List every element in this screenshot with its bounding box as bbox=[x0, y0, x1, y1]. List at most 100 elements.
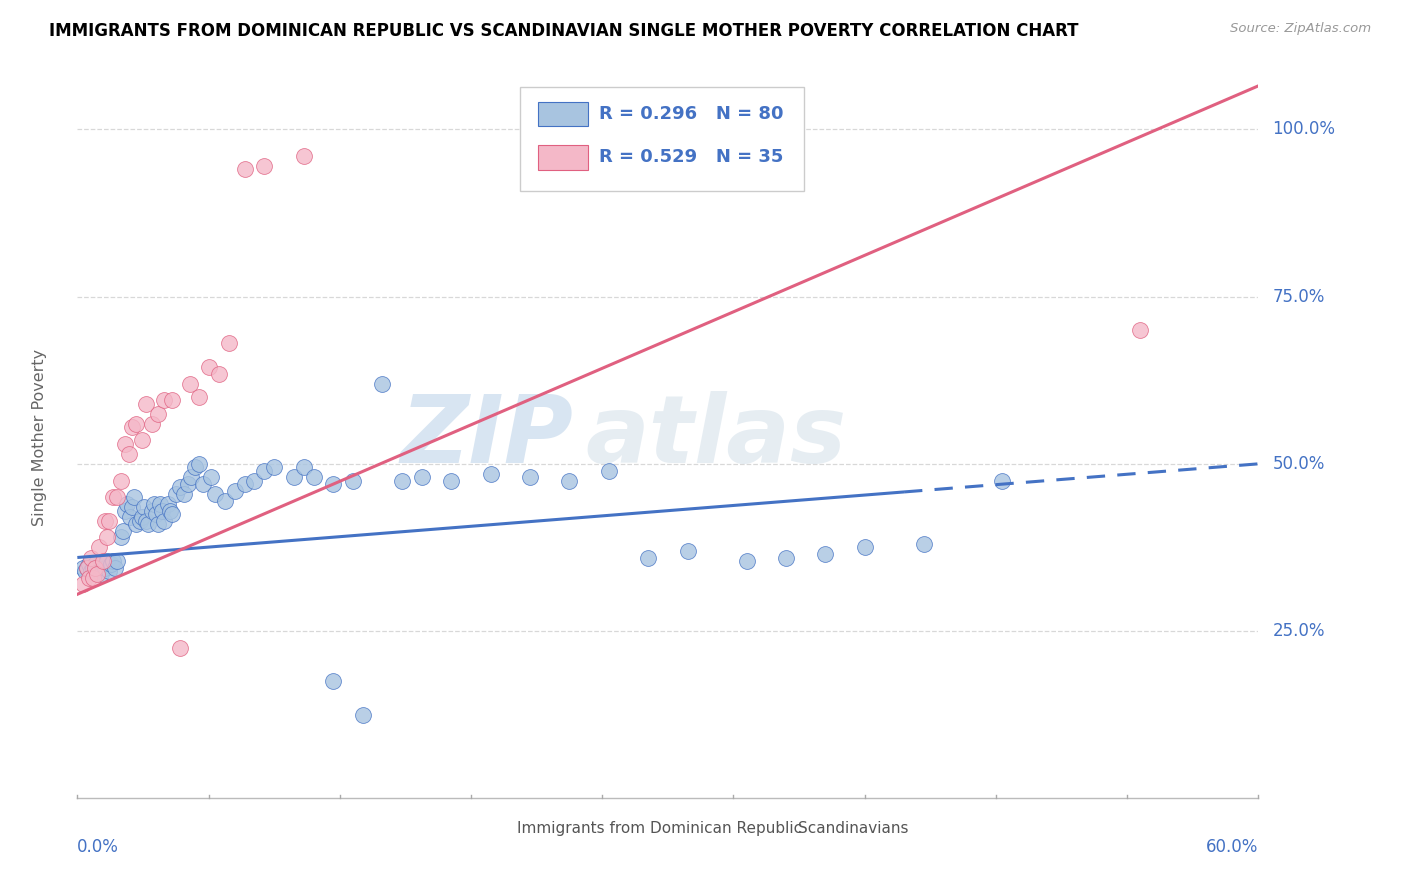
Point bbox=[76, 560, 98, 574]
Point bbox=[105, 491, 128, 505]
Text: 50.0%: 50.0% bbox=[1272, 455, 1324, 473]
Point bbox=[143, 497, 166, 511]
Point bbox=[77, 571, 100, 585]
Point bbox=[188, 390, 211, 404]
Point bbox=[153, 393, 176, 408]
Point bbox=[87, 560, 110, 574]
Point bbox=[104, 560, 127, 574]
Point bbox=[91, 554, 114, 568]
Point bbox=[94, 514, 117, 528]
Point bbox=[150, 503, 173, 517]
Text: R = 0.529   N = 35: R = 0.529 N = 35 bbox=[599, 148, 783, 167]
Point bbox=[149, 497, 172, 511]
Point bbox=[72, 560, 94, 574]
Point bbox=[72, 577, 94, 591]
Point bbox=[110, 530, 132, 544]
Point bbox=[91, 557, 114, 572]
Point bbox=[214, 493, 236, 508]
Point bbox=[224, 483, 246, 498]
Text: 75.0%: 75.0% bbox=[1272, 287, 1324, 306]
Point bbox=[165, 487, 187, 501]
Point bbox=[141, 417, 163, 431]
Text: R = 0.296   N = 80: R = 0.296 N = 80 bbox=[599, 105, 785, 123]
Point bbox=[110, 474, 132, 488]
Point bbox=[159, 503, 181, 517]
Point bbox=[169, 640, 191, 655]
Point bbox=[292, 149, 315, 163]
Point bbox=[253, 464, 276, 478]
Point bbox=[233, 162, 256, 177]
Text: Single Mother Poverty: Single Mother Poverty bbox=[32, 349, 46, 525]
Point bbox=[176, 476, 198, 491]
Point bbox=[391, 474, 413, 488]
Point bbox=[101, 491, 124, 505]
Point bbox=[131, 434, 153, 448]
FancyBboxPatch shape bbox=[520, 87, 804, 192]
Point bbox=[84, 560, 107, 574]
Point bbox=[134, 500, 156, 515]
Point bbox=[96, 554, 118, 568]
Point bbox=[146, 517, 169, 532]
Point bbox=[125, 417, 148, 431]
Text: ZIP: ZIP bbox=[401, 391, 574, 483]
Point bbox=[101, 554, 124, 568]
Point bbox=[75, 564, 97, 578]
Text: atlas: atlas bbox=[585, 391, 846, 483]
Point bbox=[146, 407, 169, 421]
Point bbox=[179, 376, 201, 391]
Point bbox=[558, 474, 581, 488]
Point bbox=[76, 560, 98, 574]
Point bbox=[105, 554, 128, 568]
Point bbox=[94, 560, 117, 574]
Text: 25.0%: 25.0% bbox=[1272, 622, 1324, 640]
Point bbox=[233, 476, 256, 491]
Point bbox=[160, 393, 183, 408]
Point bbox=[440, 474, 463, 488]
Point bbox=[814, 547, 837, 561]
Text: Source: ZipAtlas.com: Source: ZipAtlas.com bbox=[1230, 22, 1371, 36]
Point bbox=[100, 557, 122, 572]
FancyBboxPatch shape bbox=[477, 816, 510, 841]
Point bbox=[991, 474, 1014, 488]
Point bbox=[156, 497, 179, 511]
Point bbox=[115, 497, 138, 511]
Point bbox=[218, 336, 240, 351]
Text: 100.0%: 100.0% bbox=[1272, 120, 1336, 138]
Point bbox=[160, 507, 183, 521]
Point bbox=[322, 476, 344, 491]
Point bbox=[135, 514, 157, 528]
Point bbox=[96, 530, 118, 544]
Point bbox=[243, 474, 266, 488]
Point bbox=[180, 470, 202, 484]
Point bbox=[97, 514, 120, 528]
Point bbox=[169, 480, 191, 494]
Point bbox=[141, 503, 163, 517]
Point bbox=[912, 537, 935, 551]
Point bbox=[676, 543, 699, 558]
Point bbox=[135, 396, 157, 410]
Point bbox=[124, 491, 146, 505]
Point bbox=[193, 476, 215, 491]
Point bbox=[129, 514, 152, 528]
FancyBboxPatch shape bbox=[538, 102, 588, 127]
Point bbox=[82, 571, 104, 585]
Point bbox=[97, 564, 120, 578]
Point bbox=[86, 567, 108, 582]
Text: 60.0%: 60.0% bbox=[1206, 838, 1258, 856]
Point bbox=[77, 557, 100, 572]
Text: Scandinavians: Scandinavians bbox=[797, 822, 908, 836]
Point bbox=[90, 567, 112, 582]
Point bbox=[198, 359, 221, 374]
Point bbox=[114, 503, 136, 517]
Point bbox=[637, 550, 659, 565]
Point bbox=[735, 554, 758, 568]
Text: Immigrants from Dominican Republic: Immigrants from Dominican Republic bbox=[516, 822, 801, 836]
Point bbox=[598, 464, 620, 478]
Point bbox=[253, 159, 276, 173]
Point bbox=[200, 470, 222, 484]
Point bbox=[173, 487, 195, 501]
Point bbox=[145, 507, 167, 521]
Point bbox=[188, 457, 211, 471]
Point bbox=[302, 470, 325, 484]
Point bbox=[114, 437, 136, 451]
